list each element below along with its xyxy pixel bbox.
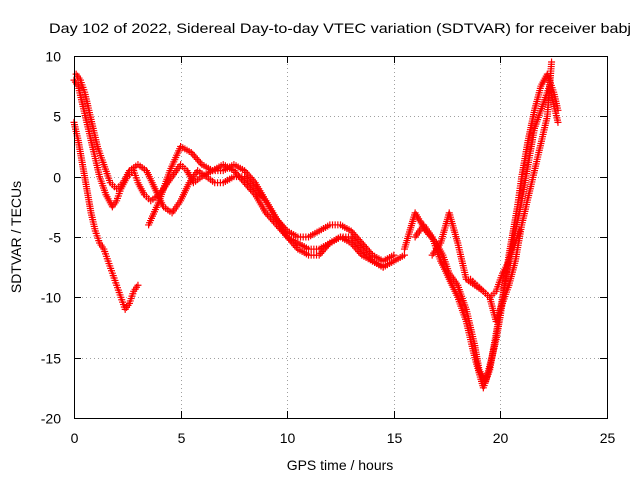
trace-marker (349, 229, 357, 237)
data-point (516, 227, 524, 235)
trace-marker (250, 177, 258, 185)
trace-marker (356, 243, 364, 251)
trace-marker (361, 249, 369, 257)
trace-marker (263, 211, 271, 219)
y-tick-label: -15 (41, 351, 61, 367)
trace-marker (289, 240, 297, 248)
series-track-4 (145, 143, 387, 271)
trace-marker (321, 244, 329, 252)
trace-marker (350, 236, 358, 244)
data-point (262, 209, 270, 217)
y-tick-label: -20 (41, 411, 61, 427)
trace-marker (318, 248, 326, 256)
data-point (230, 167, 238, 175)
x-tick-label: 10 (280, 430, 296, 446)
x-tick-label: 15 (387, 430, 403, 446)
data-point (315, 251, 323, 259)
trace-marker (288, 238, 296, 246)
trace-marker (352, 238, 360, 246)
chart-title: Day 102 of 2022, Sidereal Day-to-day VTE… (49, 20, 631, 36)
y-tick-label: 5 (53, 109, 61, 125)
tick-marks (74, 56, 608, 419)
x-tick-label: 0 (71, 430, 79, 446)
trace-marker (291, 242, 299, 250)
trace-marker (242, 168, 250, 176)
trace-marker (247, 174, 255, 182)
x-tick-labels: 0 5 10 15 20 25 (71, 430, 616, 446)
y-axis-label: SDTVAR / TECUs (8, 181, 24, 293)
data-point (390, 251, 398, 259)
trace-marker (231, 168, 239, 176)
trace-marker (196, 159, 204, 167)
trace-marker (190, 152, 198, 160)
trace-marker (195, 157, 203, 165)
y-tick-label: 10 (45, 49, 61, 65)
data-point (187, 149, 195, 157)
trace-marker (245, 172, 253, 180)
trace-marker (362, 250, 370, 258)
data-point (347, 233, 355, 241)
x-axis-label: GPS time / hours (287, 457, 394, 473)
x-tick-label: 25 (600, 430, 616, 446)
trace-marker (189, 150, 197, 158)
trace-marker (324, 241, 332, 249)
trace-marker (248, 175, 256, 183)
x-tick-label: 5 (178, 430, 186, 446)
data-point (134, 281, 142, 289)
series-track-7 (428, 58, 556, 325)
trace-marker (285, 235, 293, 243)
trace-marker (349, 235, 357, 243)
trace-marker (265, 212, 273, 220)
data-point (379, 263, 387, 271)
series-track-3 (70, 118, 142, 313)
trace-marker (365, 254, 373, 262)
data-points (70, 58, 562, 392)
trace-marker (367, 255, 375, 263)
trace-marker (292, 243, 300, 251)
series-track-8 (467, 227, 524, 301)
data-point (241, 167, 249, 175)
trace-marker (244, 170, 252, 178)
x-tick-label: 20 (493, 430, 509, 446)
data-point (400, 251, 408, 259)
trace-marker (192, 154, 200, 162)
y-tick-label: -5 (49, 230, 62, 246)
data-point (554, 118, 562, 126)
data-point (548, 58, 556, 66)
trace-marker (364, 252, 372, 260)
trace-marker (286, 236, 294, 244)
y-tick-label: -10 (41, 290, 61, 306)
trace-marker (317, 249, 325, 257)
trace-marker (359, 247, 367, 255)
data-point (283, 233, 291, 241)
y-tick-label: 0 (53, 170, 61, 186)
trace-marker (320, 246, 328, 254)
trace-marker (323, 242, 331, 250)
series-track-6 (411, 82, 562, 392)
y-tick-labels: 10 5 0 -5 -10 -15 -20 (41, 49, 61, 427)
data-point (358, 245, 366, 253)
trace-marker (353, 240, 361, 248)
trace-marker (193, 155, 201, 163)
trace-marker (355, 242, 363, 250)
series-track-2 (72, 70, 398, 265)
data-point (347, 227, 355, 235)
trace-marker (266, 214, 274, 222)
